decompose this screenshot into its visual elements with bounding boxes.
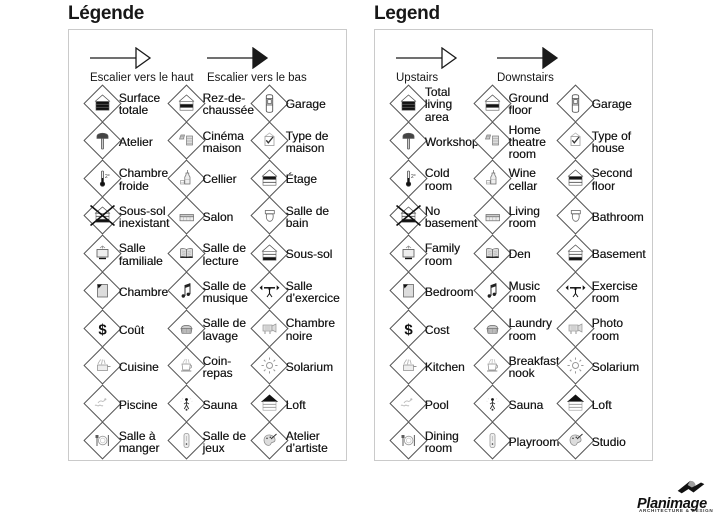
svg-text:$: $ [99,321,108,338]
svg-text:2°: 2° [411,174,416,180]
svg-text:$: $ [405,321,414,338]
svg-text:2°: 2° [105,174,110,180]
